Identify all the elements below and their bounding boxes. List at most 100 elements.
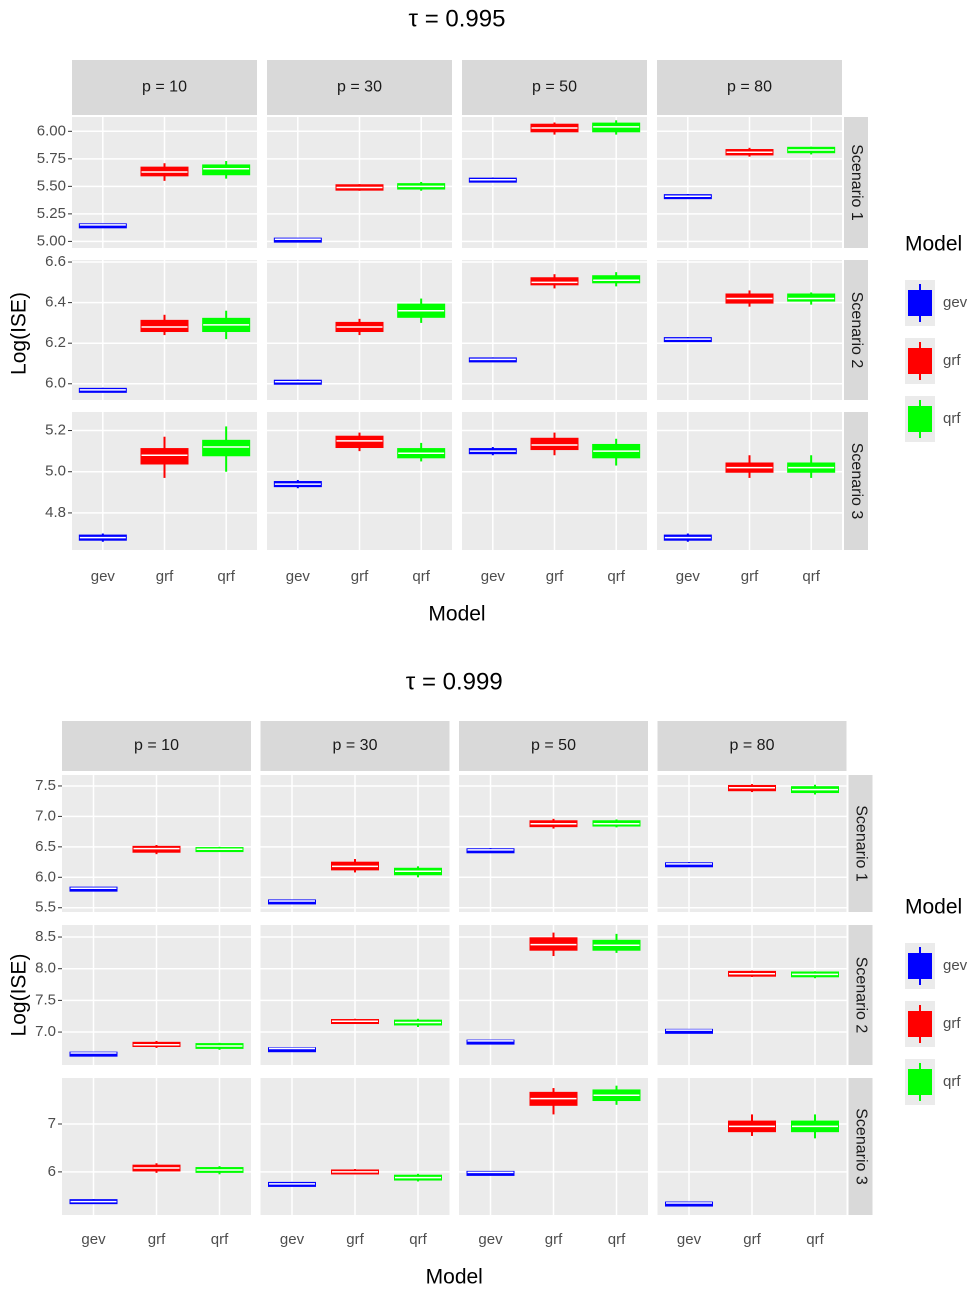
strip-label: p = 50 <box>532 79 577 96</box>
y-tick-label: 4.8 <box>45 504 66 521</box>
y-tick-label: 5.50 <box>37 177 66 194</box>
y-tick-label: 5.5 <box>35 899 56 916</box>
box <box>787 293 836 302</box>
side-strip-label: Scenario 1 <box>848 144 865 221</box>
x-tick-label: qrf <box>806 1231 824 1248</box>
y-tick-label: 6 <box>48 1163 56 1180</box>
x-tick-label: gev <box>81 1231 106 1248</box>
x-tick-label: qrf <box>211 1231 229 1248</box>
x-tick-label: qrf <box>412 568 430 585</box>
x-tick-label: gev <box>91 568 116 585</box>
box <box>202 164 251 176</box>
legend-label: gev <box>943 294 968 311</box>
legend-label: gev <box>943 957 968 974</box>
y-tick-label: 8.0 <box>35 960 56 977</box>
legend-key <box>908 348 932 374</box>
y-tick-label: 7.0 <box>35 1023 56 1040</box>
y-tick-label: 8.5 <box>35 928 56 945</box>
side-strip-label: Scenario 3 <box>848 443 865 520</box>
strip-label: p = 50 <box>531 737 576 754</box>
legend-title: Model <box>905 896 962 919</box>
side-strip <box>844 117 868 248</box>
side-strip <box>844 412 868 550</box>
x-tick-label: grf <box>148 1231 166 1248</box>
x-tick-label: qrf <box>802 568 820 585</box>
x-tick-label: qrf <box>607 568 625 585</box>
y-tick-label: 5.25 <box>37 205 66 222</box>
strip <box>72 60 257 115</box>
box <box>530 437 579 451</box>
x-axis-title: Model <box>428 603 485 626</box>
side-strip <box>848 775 873 912</box>
legend-key <box>908 1011 932 1037</box>
y-tick-label: 6.0 <box>35 868 56 885</box>
y-tick-label: 6.0 <box>45 375 66 392</box>
legend-key <box>908 290 932 316</box>
x-tick-label: qrf <box>608 1231 626 1248</box>
x-tick-label: grf <box>743 1231 761 1248</box>
legend-title: Model <box>905 233 962 256</box>
y-tick-label: 5.0 <box>45 463 66 480</box>
strip-label: p = 30 <box>337 79 382 96</box>
y-tick-label: 5.00 <box>37 232 66 249</box>
strip <box>267 60 452 115</box>
x-tick-label: grf <box>351 568 369 585</box>
box <box>335 435 384 449</box>
x-tick-label: gev <box>286 568 311 585</box>
strip <box>657 721 847 771</box>
strip <box>462 60 647 115</box>
x-tick-label: grf <box>545 1231 563 1248</box>
y-tick-label: 5.75 <box>37 150 66 167</box>
x-tick-label: grf <box>741 568 759 585</box>
x-tick-label: grf <box>546 568 564 585</box>
box <box>592 275 641 284</box>
box <box>530 277 579 286</box>
legend-label: grf <box>943 1015 961 1032</box>
box <box>140 448 189 465</box>
strip-label: p = 80 <box>727 79 772 96</box>
box <box>202 439 251 457</box>
strip <box>657 60 842 115</box>
strip-label: p = 10 <box>142 79 187 96</box>
legend-key <box>908 406 932 432</box>
side-strip <box>848 925 873 1065</box>
side-strip <box>844 260 868 400</box>
x-tick-label: qrf <box>409 1231 427 1248</box>
chart-title: τ = 0.995 <box>409 5 506 32</box>
y-tick-label: 6.2 <box>45 334 66 351</box>
x-tick-label: gev <box>676 568 701 585</box>
legend-label: grf <box>943 352 961 369</box>
side-strip-label: Scenario 1 <box>852 805 869 882</box>
x-tick-label: gev <box>677 1231 702 1248</box>
side-strip <box>848 1078 873 1215</box>
strip <box>62 721 251 771</box>
strip-label: p = 80 <box>730 737 775 754</box>
strip <box>459 721 648 771</box>
legend-key <box>908 953 932 979</box>
side-strip-label: Scenario 2 <box>848 292 865 369</box>
y-tick-label: 7.0 <box>35 807 56 824</box>
y-tick-label: 7.5 <box>35 991 56 1008</box>
y-tick-label: 7 <box>48 1115 56 1132</box>
x-tick-label: gev <box>280 1231 305 1248</box>
strip-label: p = 30 <box>333 737 378 754</box>
x-axis-title: Model <box>426 1266 483 1289</box>
y-tick-label: 6.6 <box>45 253 66 270</box>
y-tick-label: 6.4 <box>45 294 66 311</box>
x-tick-label: gev <box>478 1231 503 1248</box>
x-tick-label: grf <box>156 568 174 585</box>
legend-label: qrf <box>943 410 961 427</box>
box <box>140 319 189 333</box>
chart-title: τ = 0.999 <box>406 668 503 695</box>
x-tick-label: qrf <box>217 568 235 585</box>
legend-key <box>908 1069 932 1095</box>
y-tick-label: 6.00 <box>37 122 66 139</box>
y-axis-title: Log(ISE) <box>8 292 31 375</box>
x-tick-label: gev <box>481 568 506 585</box>
side-strip-label: Scenario 3 <box>852 1108 869 1185</box>
side-strip-label: Scenario 2 <box>852 957 869 1034</box>
legend-label: qrf <box>943 1073 961 1090</box>
strip <box>260 721 450 771</box>
y-tick-label: 5.2 <box>45 422 66 439</box>
